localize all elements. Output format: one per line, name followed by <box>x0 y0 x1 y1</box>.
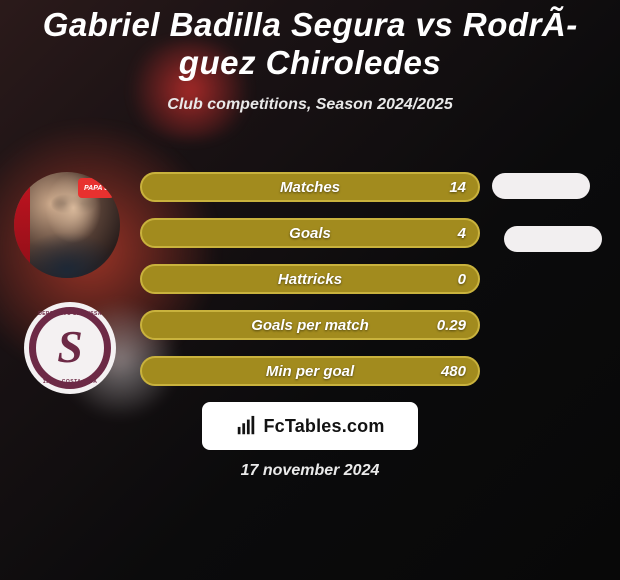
left-club-crest: DEPORTIVO SAPRISSA S 1935 · COSTA RICA <box>24 302 116 394</box>
stat-label: Hattricks <box>140 264 480 294</box>
stat-value: 0.29 <box>437 310 466 340</box>
page-title: Gabriel Badilla Segura vs RodrÃ­guez Chi… <box>0 0 620 82</box>
left-player-photo: PAPA J <box>14 172 120 278</box>
stat-row: Min per goal 480 <box>140 356 480 386</box>
crest-top-text: DEPORTIVO SAPRISSA <box>38 311 102 317</box>
stat-label: Min per goal <box>140 356 480 386</box>
photo-strip <box>14 172 30 278</box>
empty-pill <box>504 226 602 252</box>
date-text: 17 november 2024 <box>0 462 620 480</box>
bar-chart-icon <box>235 415 257 437</box>
empty-pill <box>492 173 590 199</box>
stat-label: Goals per match <box>140 310 480 340</box>
stat-row: Hattricks 0 <box>140 264 480 294</box>
stat-value: 4 <box>458 218 466 248</box>
stat-label: Goals <box>140 218 480 248</box>
subtitle: Club competitions, Season 2024/2025 <box>0 96 620 114</box>
content: Gabriel Badilla Segura vs RodrÃ­guez Chi… <box>0 0 620 580</box>
footer-text: FcTables.com <box>263 416 384 437</box>
stat-value: 480 <box>441 356 466 386</box>
photo-brand: PAPA J <box>78 178 114 198</box>
stat-value: 0 <box>458 264 466 294</box>
stat-row: Goals 4 <box>140 218 480 248</box>
footer-badge: FcTables.com <box>202 402 418 450</box>
stat-bars: Matches 14 Goals 4 Hattricks 0 Goals per… <box>140 172 480 402</box>
crest-letter: S <box>57 320 83 373</box>
stat-value: 14 <box>449 172 466 202</box>
stat-row: Matches 14 <box>140 172 480 202</box>
stat-row: Goals per match 0.29 <box>140 310 480 340</box>
stat-label: Matches <box>140 172 480 202</box>
crest-bottom-text: 1935 · COSTA RICA <box>43 379 98 385</box>
